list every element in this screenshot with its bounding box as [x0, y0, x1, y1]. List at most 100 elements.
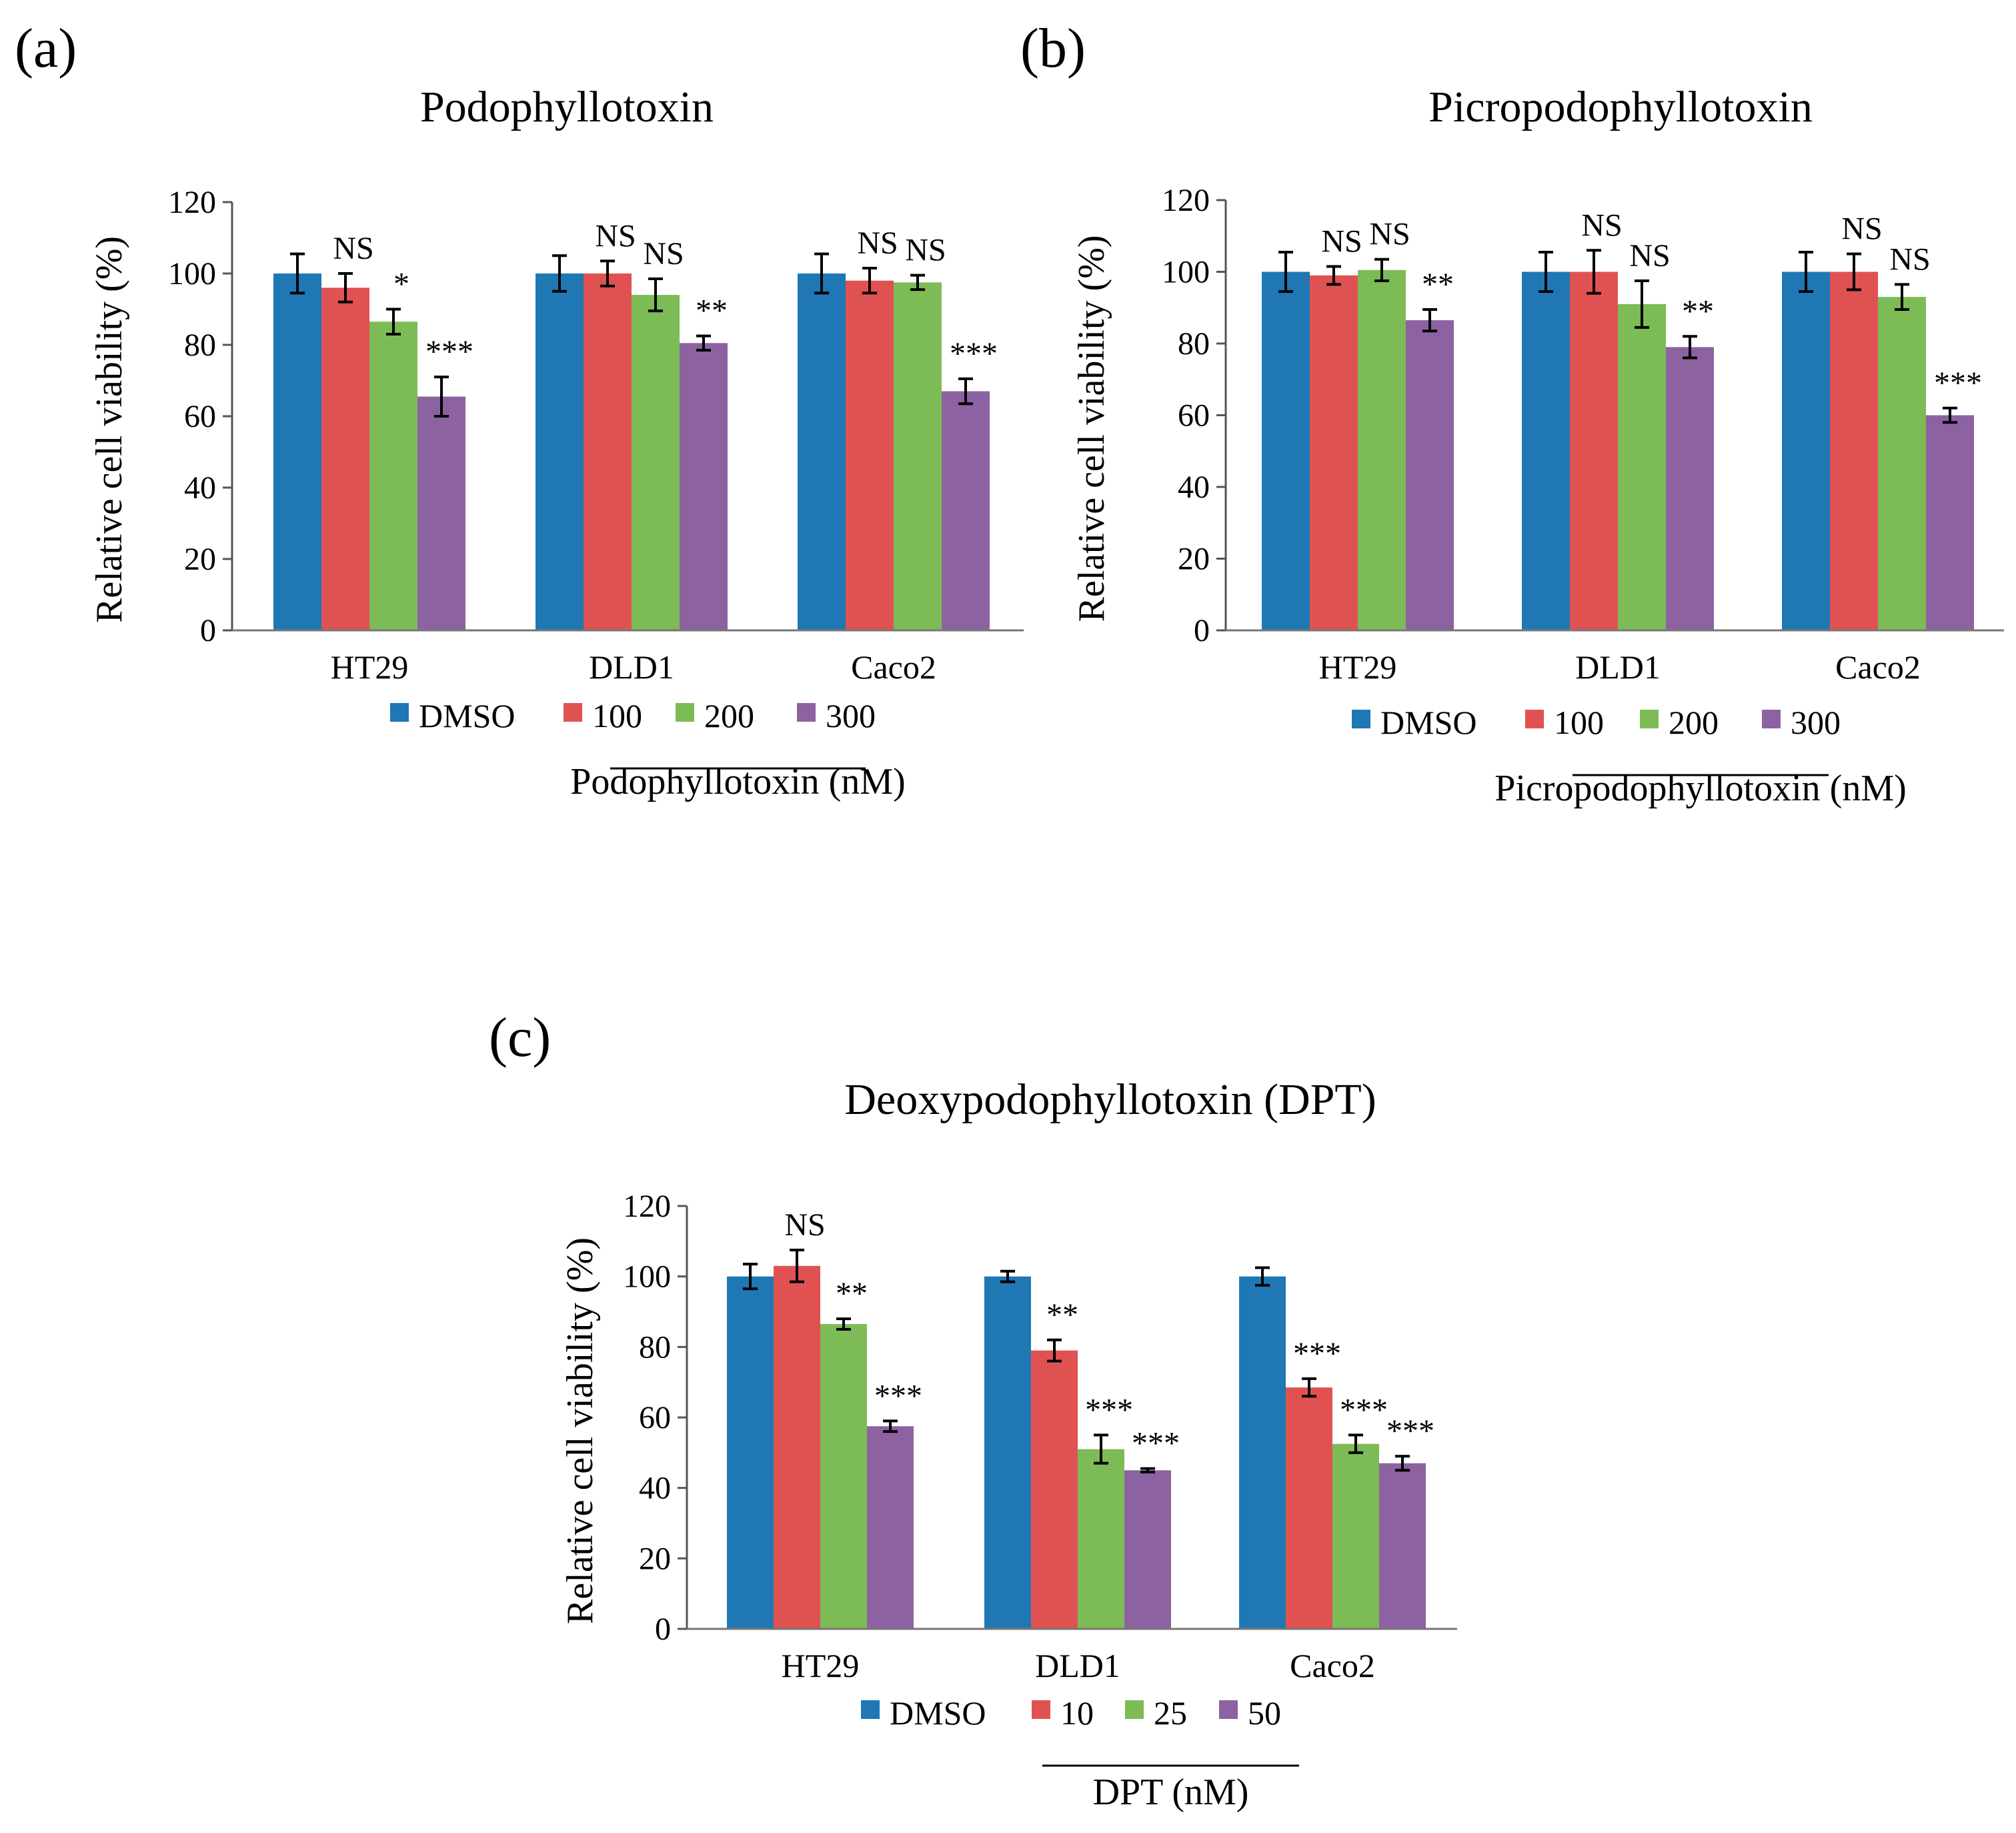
- bar: [1926, 415, 1974, 630]
- y-tick-label: 120: [623, 1189, 671, 1224]
- legend-label: 200: [704, 697, 754, 734]
- significance-label: ***: [425, 334, 473, 370]
- bar: [774, 1265, 820, 1629]
- significance-label: NS: [1889, 241, 1930, 277]
- bar: [369, 322, 417, 630]
- bar: [727, 1276, 774, 1629]
- y-tick-label: 120: [168, 185, 216, 220]
- significance-label: NS: [857, 225, 898, 261]
- y-tick-label: 20: [184, 542, 216, 577]
- significance-label: **: [1682, 293, 1714, 329]
- y-axis-label: Relative cell viability (%): [89, 236, 130, 623]
- bar: [584, 273, 632, 630]
- bar: [846, 280, 894, 630]
- significance-label: ***: [1386, 1413, 1434, 1449]
- bar: [321, 287, 369, 630]
- y-tick-label: 80: [1178, 326, 1210, 362]
- bar: [536, 273, 584, 630]
- significance-label: NS: [1369, 217, 1410, 252]
- y-tick-label: 100: [1162, 255, 1210, 290]
- significance-label: ***: [874, 1378, 922, 1413]
- legend-label: 100: [592, 697, 642, 734]
- y-tick-label: 60: [639, 1400, 671, 1435]
- legend-label: 50: [1248, 1694, 1281, 1732]
- legend-swatch: [1032, 1700, 1050, 1719]
- bar: [1570, 271, 1618, 630]
- legend-swatch: [1219, 1700, 1238, 1719]
- significance-label: ***: [1132, 1426, 1180, 1461]
- chart-panel-2: (b) Picropodophyllotoxin 0 20 40 60 80 100 120 Re…: [1020, 17, 2004, 809]
- y-tick-label: 80: [184, 328, 216, 363]
- significance-label: NS: [1321, 223, 1362, 259]
- bar: [820, 1323, 867, 1629]
- bar: [894, 282, 942, 630]
- x-category-label: HT29: [331, 648, 409, 686]
- significance-label: NS: [1629, 238, 1670, 273]
- significance-label: NS: [1581, 207, 1622, 243]
- chart-title: Podophyllotoxin: [420, 83, 714, 131]
- x-category-label: DLD1: [589, 648, 674, 686]
- x-category-label: DLD1: [1575, 648, 1661, 686]
- x-category-label: DLD1: [1035, 1647, 1120, 1684]
- significance-label: NS: [905, 233, 946, 268]
- x-category-label: Caco2: [1835, 648, 1921, 686]
- legend-label: 200: [1669, 704, 1719, 741]
- legend-swatch: [1525, 710, 1544, 728]
- y-tick-label: 20: [1178, 542, 1210, 577]
- legend-label: 25: [1154, 1694, 1187, 1732]
- legend-swatch: [1125, 1700, 1144, 1719]
- y-tick-label: 100: [168, 256, 216, 291]
- bar: [680, 343, 728, 630]
- legend-sublabel: Podophyllotoxin (nM): [570, 761, 905, 802]
- y-tick-label: 0: [1194, 613, 1210, 648]
- bar: [417, 396, 465, 630]
- legend-label: DMSO: [890, 1694, 986, 1732]
- y-tick-label: 60: [1178, 398, 1210, 434]
- significance-label: ***: [1293, 1336, 1341, 1371]
- significance-label: ***: [950, 336, 998, 372]
- x-category-label: Caco2: [851, 648, 936, 686]
- y-tick-label: 40: [1178, 470, 1210, 505]
- significance-label: **: [1046, 1297, 1078, 1333]
- bar: [1078, 1449, 1124, 1629]
- legend-sublabel: Picropodophyllotoxin (nM): [1494, 768, 1907, 809]
- y-tick-label: 100: [623, 1259, 671, 1295]
- bar: [1358, 269, 1406, 630]
- y-tick-label: 20: [639, 1541, 671, 1576]
- bar: [984, 1276, 1031, 1629]
- legend-label: 300: [826, 697, 876, 734]
- bar: [1618, 303, 1666, 630]
- bar: [1286, 1387, 1332, 1629]
- bar: [1782, 271, 1830, 630]
- significance-label: **: [1422, 267, 1454, 302]
- y-tick-label: 80: [639, 1329, 671, 1365]
- bar: [1522, 271, 1570, 630]
- bar: [1239, 1276, 1286, 1629]
- significance-label: ***: [1085, 1392, 1133, 1427]
- legend-swatch: [797, 703, 816, 722]
- legend-swatch: [676, 703, 694, 722]
- y-tick-label: 120: [1162, 183, 1210, 218]
- legend-swatch: [1762, 710, 1781, 728]
- significance-label: NS: [595, 218, 636, 253]
- significance-label: **: [696, 293, 728, 329]
- chart-panel-3: (c) Deoxypodophyllotoxin (DPT) 0 20 40 60 80 10…: [489, 1007, 1457, 1813]
- x-category-label: HT29: [782, 1647, 860, 1684]
- y-tick-label: 40: [639, 1471, 671, 1506]
- significance-label: *: [393, 267, 409, 302]
- legend-label: 100: [1554, 704, 1604, 741]
- panel-label: (c): [489, 1007, 551, 1069]
- bar: [867, 1426, 914, 1629]
- bar: [1666, 347, 1714, 630]
- significance-label: NS: [333, 231, 373, 266]
- y-tick-label: 0: [200, 613, 216, 648]
- bar: [1262, 271, 1310, 630]
- legend-label: DMSO: [419, 697, 515, 734]
- legend-swatch: [861, 1700, 880, 1719]
- legend-label: DMSO: [1380, 704, 1476, 741]
- bar: [273, 273, 321, 630]
- bar: [1332, 1443, 1379, 1629]
- bar: [1124, 1470, 1171, 1629]
- significance-label: ***: [1934, 366, 1982, 401]
